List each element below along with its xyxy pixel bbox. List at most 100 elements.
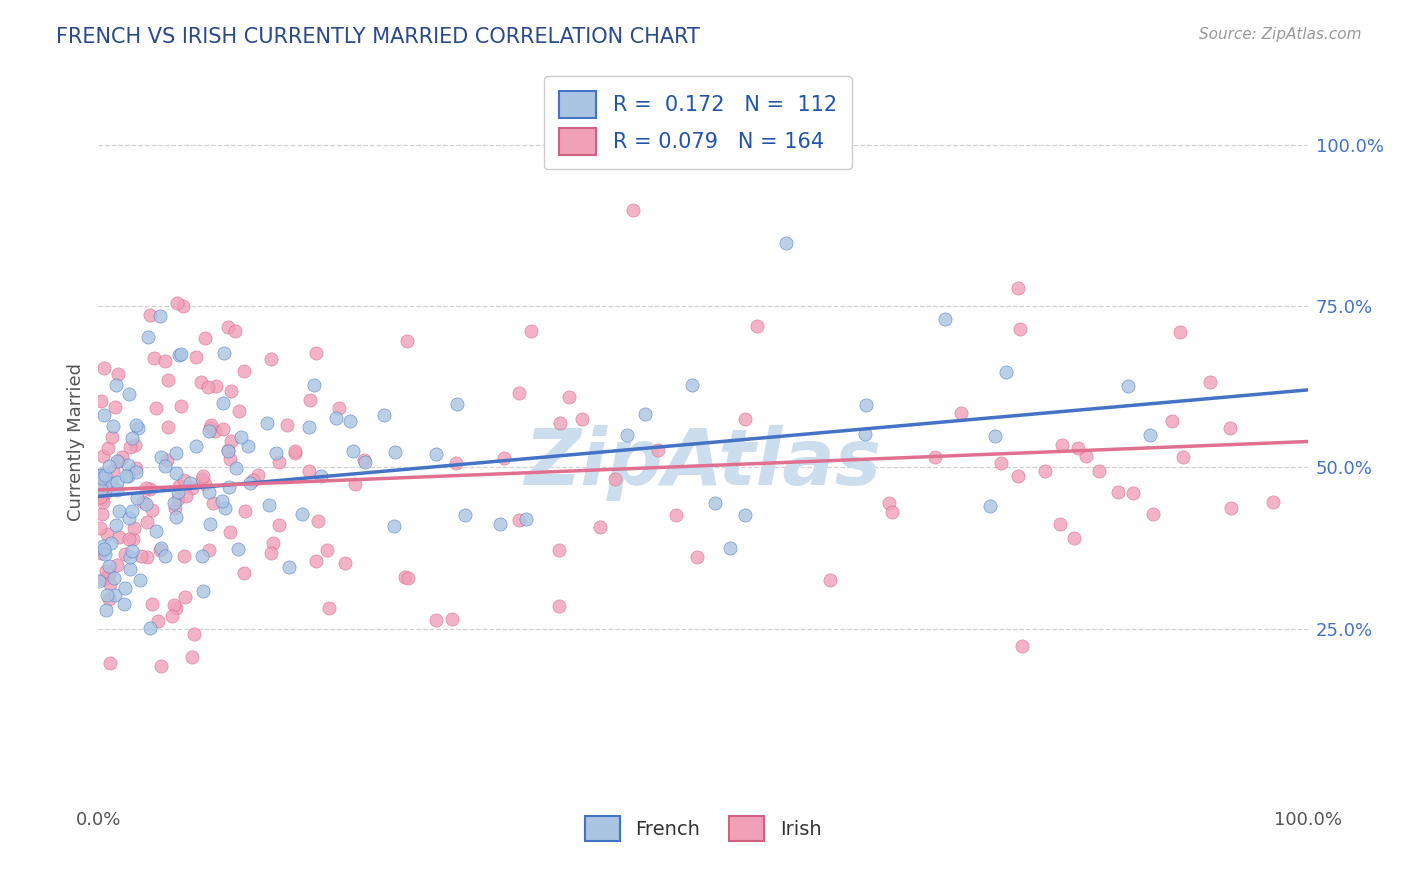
Point [157, 420, 180, 434]
Point [166, 296, 188, 310]
Point [129, 574, 152, 588]
Point [291, 507, 314, 521]
Point [1219, 501, 1241, 516]
Point [745, 318, 768, 333]
Point [96, 526, 118, 541]
Point [157, 373, 180, 387]
Point [284, 444, 307, 458]
Point [163, 598, 186, 612]
Point [90, 491, 112, 506]
Point [167, 492, 190, 507]
Point [101, 419, 124, 434]
Point [93, 539, 115, 553]
Point [775, 235, 797, 250]
Point [548, 416, 571, 430]
Point [105, 475, 128, 489]
Point [647, 442, 669, 457]
Point [100, 536, 122, 550]
Point [125, 417, 148, 432]
Point [136, 329, 159, 343]
Point [91, 507, 114, 521]
Point [224, 324, 246, 338]
Point [198, 542, 221, 557]
Point [165, 510, 187, 524]
Point [353, 455, 375, 469]
Point [190, 375, 212, 389]
Point [278, 560, 301, 574]
Point [121, 544, 143, 558]
Point [124, 438, 146, 452]
Point [318, 600, 340, 615]
Point [1219, 420, 1241, 434]
Point [118, 549, 141, 564]
Point [93, 361, 115, 376]
Point [1087, 464, 1109, 478]
Point [139, 621, 162, 635]
Point [239, 475, 262, 490]
Point [193, 476, 215, 491]
Point [949, 406, 972, 420]
Point [166, 484, 188, 499]
Point [153, 354, 176, 368]
Point [125, 461, 148, 475]
Point [384, 444, 406, 458]
Point [307, 514, 329, 528]
Point [117, 468, 139, 483]
Point [184, 351, 207, 365]
Point [118, 441, 141, 455]
Point [1107, 485, 1129, 500]
Point [96, 588, 118, 602]
Point [1198, 375, 1220, 389]
Point [191, 584, 214, 599]
Point [176, 489, 198, 503]
Point [90, 394, 112, 409]
Point [104, 517, 127, 532]
Point [508, 512, 530, 526]
Point [228, 404, 250, 418]
Point [734, 412, 756, 426]
Point [108, 531, 131, 545]
Point [165, 446, 187, 460]
Point [231, 430, 253, 444]
Point [211, 494, 233, 508]
Point [118, 511, 141, 525]
Point [1142, 507, 1164, 521]
Point [98, 656, 121, 670]
Point [979, 500, 1001, 514]
Point [105, 483, 128, 498]
Point [100, 475, 122, 490]
Point [121, 532, 143, 546]
Point [104, 377, 127, 392]
Point [634, 407, 657, 421]
Point [89, 520, 111, 534]
Point [260, 546, 283, 560]
Point [93, 477, 115, 491]
Point [141, 503, 163, 517]
Point [396, 571, 419, 585]
Point [89, 491, 111, 505]
Point [454, 508, 477, 522]
Point [125, 465, 148, 479]
Point [328, 401, 350, 416]
Point [1035, 464, 1057, 478]
Point [104, 401, 127, 415]
Text: ZipAtlas: ZipAtlas [524, 425, 882, 501]
Point [853, 427, 876, 442]
Point [394, 570, 416, 584]
Point [1050, 438, 1073, 452]
Point [194, 331, 217, 345]
Point [548, 599, 571, 614]
Point [205, 379, 228, 393]
Point [515, 512, 537, 526]
Point [219, 384, 242, 398]
Point [219, 524, 242, 539]
Point [191, 469, 214, 483]
Point [734, 508, 756, 523]
Point [149, 543, 172, 558]
Point [145, 401, 167, 415]
Point [198, 517, 221, 532]
Point [589, 519, 612, 533]
Point [150, 541, 173, 555]
Point [233, 566, 256, 580]
Point [165, 467, 187, 481]
